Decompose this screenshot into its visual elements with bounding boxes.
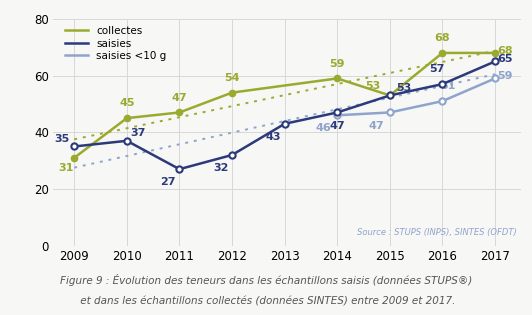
Text: 53: 53 — [365, 81, 381, 91]
collectes — [334, 77, 340, 80]
Text: Figure 9 : Évolution des teneurs dans les échantillons saisis (données STUPS®): Figure 9 : Évolution des teneurs dans le… — [60, 274, 472, 286]
Text: 27: 27 — [161, 177, 176, 187]
saisies — [492, 60, 498, 63]
Text: 68: 68 — [497, 46, 513, 56]
Line: saisies: saisies — [71, 58, 498, 172]
Line: saisies <10 g: saisies <10 g — [334, 75, 498, 118]
Text: 47: 47 — [368, 121, 384, 130]
saisies — [387, 94, 393, 97]
Text: 47: 47 — [329, 121, 345, 130]
Text: 32: 32 — [213, 163, 229, 173]
saisies — [439, 82, 446, 86]
saisies — [176, 167, 182, 171]
Text: 51: 51 — [440, 81, 456, 91]
Text: 59: 59 — [497, 71, 512, 81]
collectes — [439, 51, 446, 55]
saisies <10 g — [492, 77, 498, 80]
Text: 53: 53 — [396, 83, 411, 93]
collectes — [176, 111, 182, 114]
collectes — [71, 156, 78, 160]
Text: 57: 57 — [429, 64, 445, 74]
saisies — [334, 111, 340, 114]
Text: 46: 46 — [315, 123, 331, 133]
Text: 68: 68 — [435, 33, 450, 43]
Text: et dans les échantillons collectés (données SINTES) entre 2009 et 2017.: et dans les échantillons collectés (donn… — [77, 296, 455, 306]
saisies <10 g — [334, 113, 340, 117]
saisies <10 g — [387, 111, 393, 114]
Text: 31: 31 — [58, 163, 73, 173]
Text: 43: 43 — [266, 132, 281, 142]
Text: 35: 35 — [54, 134, 69, 144]
Text: 59: 59 — [329, 59, 345, 69]
Text: Source : STUPS (INPS), SINTES (OFDT): Source : STUPS (INPS), SINTES (OFDT) — [357, 228, 517, 237]
collectes — [229, 91, 235, 94]
collectes — [492, 51, 498, 55]
saisies — [281, 122, 288, 126]
saisies — [229, 153, 235, 157]
saisies <10 g — [439, 99, 446, 103]
collectes — [123, 116, 130, 120]
saisies — [123, 139, 130, 143]
Text: 45: 45 — [119, 98, 135, 108]
Text: 37: 37 — [130, 128, 146, 138]
Text: 65: 65 — [497, 54, 512, 64]
saisies — [71, 145, 78, 148]
Text: 47: 47 — [172, 93, 187, 103]
collectes — [387, 94, 393, 97]
Line: collectes: collectes — [71, 50, 498, 161]
Legend: collectes, saisies, saisies <10 g: collectes, saisies, saisies <10 g — [63, 24, 169, 64]
Text: 54: 54 — [225, 73, 240, 83]
